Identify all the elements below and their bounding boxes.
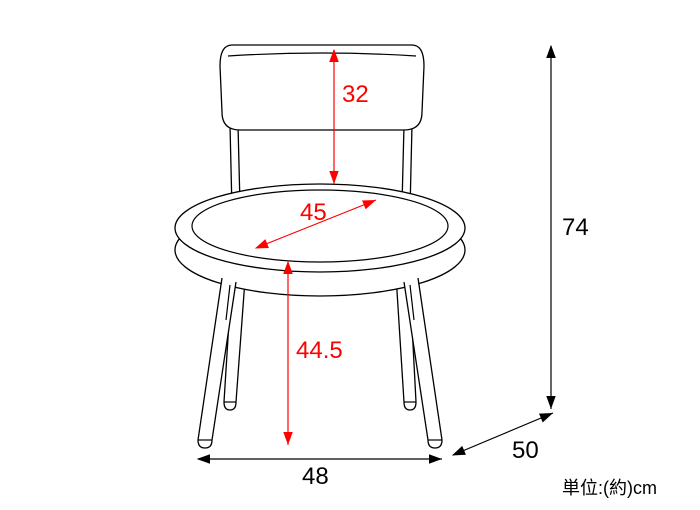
chair-outline — [175, 45, 465, 448]
seat-height-value: 44.5 — [296, 337, 343, 364]
total-width-value: 48 — [302, 463, 329, 490]
dimension-total-height: 74 — [551, 46, 589, 409]
seat-depth-value: 45 — [300, 199, 327, 226]
chair-dimension-diagram: 32 45 44.5 74 50 48 単位:(約)cm — [0, 0, 700, 510]
backrest-height-value: 32 — [342, 81, 369, 108]
total-depth-value: 50 — [512, 437, 539, 464]
unit-label: 単位:(約)cm — [562, 478, 657, 498]
total-height-value: 74 — [562, 214, 589, 241]
dimension-total-depth: 50 — [453, 413, 553, 464]
dimension-total-width: 48 — [198, 459, 442, 490]
